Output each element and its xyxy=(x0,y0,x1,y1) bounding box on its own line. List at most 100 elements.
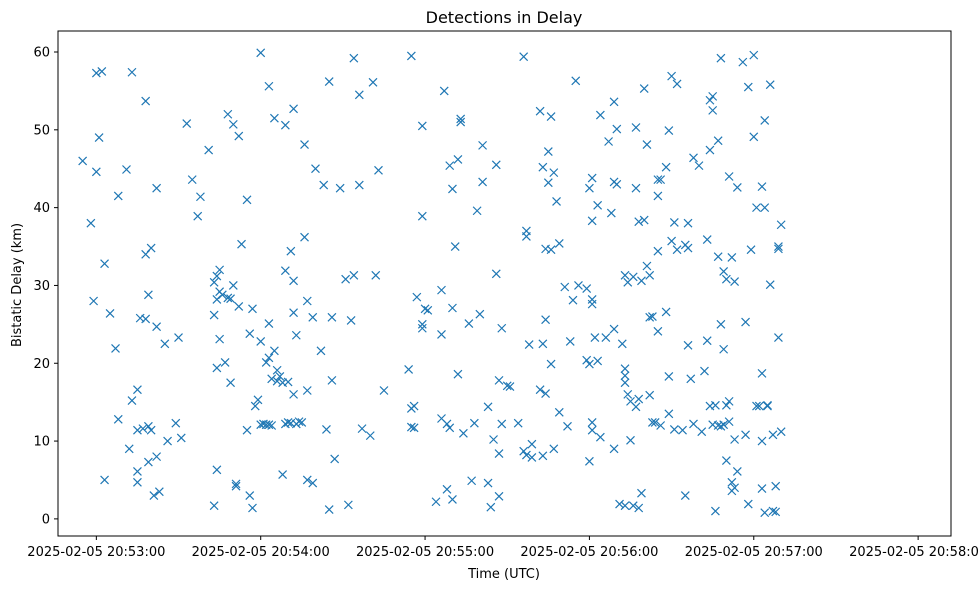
data-point xyxy=(141,96,151,106)
data-point xyxy=(491,160,501,170)
data-point xyxy=(568,295,578,305)
data-point xyxy=(683,218,693,228)
data-point xyxy=(765,280,775,290)
data-point xyxy=(335,183,345,193)
data-point xyxy=(584,456,594,466)
data-point xyxy=(538,339,548,349)
data-point xyxy=(215,265,225,275)
data-point xyxy=(667,236,677,246)
data-point xyxy=(743,82,753,92)
data-point xyxy=(595,432,605,442)
data-point xyxy=(730,277,740,286)
data-point xyxy=(341,274,351,284)
data-point xyxy=(645,312,655,322)
data-point xyxy=(549,444,559,454)
data-point xyxy=(615,499,624,509)
data-point xyxy=(308,478,318,488)
data-point xyxy=(628,272,638,282)
data-point xyxy=(417,211,427,221)
data-point xyxy=(645,270,655,280)
data-point xyxy=(669,424,679,434)
data-point xyxy=(111,344,120,353)
data-point xyxy=(593,356,603,366)
data-point xyxy=(245,329,255,339)
data-point xyxy=(634,503,644,513)
data-point xyxy=(494,491,504,501)
data-point xyxy=(560,282,570,292)
data-point xyxy=(442,484,452,494)
data-point xyxy=(406,422,416,432)
data-point xyxy=(212,271,222,281)
data-point xyxy=(543,178,553,188)
data-point xyxy=(322,424,331,434)
data-point xyxy=(664,409,674,419)
data-point xyxy=(431,497,441,507)
data-point xyxy=(541,389,551,399)
data-point xyxy=(456,114,466,124)
data-point xyxy=(497,323,507,333)
data-point xyxy=(423,305,433,315)
data-point xyxy=(708,91,718,101)
y-tick-label: 20 xyxy=(33,357,50,372)
data-point xyxy=(409,401,419,411)
data-point xyxy=(294,417,304,427)
data-point xyxy=(760,203,770,213)
data-point xyxy=(469,418,479,428)
data-point xyxy=(458,428,468,438)
data-point xyxy=(146,243,156,253)
data-point xyxy=(582,355,592,365)
data-point xyxy=(330,454,340,464)
data-point xyxy=(138,424,148,434)
data-point xyxy=(442,419,452,429)
data-point xyxy=(757,484,767,493)
data-point xyxy=(124,444,134,454)
data-point xyxy=(453,369,463,379)
data-point xyxy=(749,132,759,142)
data-point xyxy=(163,436,172,446)
data-point xyxy=(467,476,477,486)
data-point xyxy=(234,131,244,141)
data-point xyxy=(587,216,597,226)
data-point xyxy=(765,80,775,90)
data-point xyxy=(483,478,493,488)
data-point xyxy=(231,479,241,489)
data-point xyxy=(209,501,219,511)
data-point xyxy=(546,245,556,255)
data-point xyxy=(631,183,641,193)
data-point xyxy=(626,435,635,445)
data-point xyxy=(664,126,674,136)
data-point xyxy=(535,385,545,395)
data-point xyxy=(417,319,427,329)
data-point xyxy=(749,50,759,60)
data-point xyxy=(719,344,729,354)
data-point xyxy=(406,51,416,61)
data-point xyxy=(527,452,537,462)
data-point xyxy=(368,77,378,87)
data-point xyxy=(105,309,115,318)
data-point xyxy=(521,231,531,241)
data-point xyxy=(702,235,712,244)
data-point xyxy=(302,475,312,485)
data-point xyxy=(519,52,529,62)
data-point xyxy=(283,377,293,387)
data-point xyxy=(486,502,496,512)
data-point xyxy=(354,180,364,190)
data-point xyxy=(661,307,671,317)
data-point xyxy=(741,430,750,440)
data-point xyxy=(133,425,142,435)
data-point xyxy=(97,67,107,76)
data-point xyxy=(700,366,709,376)
data-point xyxy=(122,165,131,174)
data-point xyxy=(757,182,767,192)
data-point xyxy=(226,378,235,388)
data-point xyxy=(91,68,101,78)
data-point xyxy=(143,290,153,300)
data-point xyxy=(502,381,512,391)
data-point xyxy=(283,417,293,427)
data-point xyxy=(727,253,737,262)
data-point xyxy=(453,154,463,164)
data-point xyxy=(741,317,750,327)
data-point xyxy=(228,119,238,129)
data-point xyxy=(209,310,219,320)
